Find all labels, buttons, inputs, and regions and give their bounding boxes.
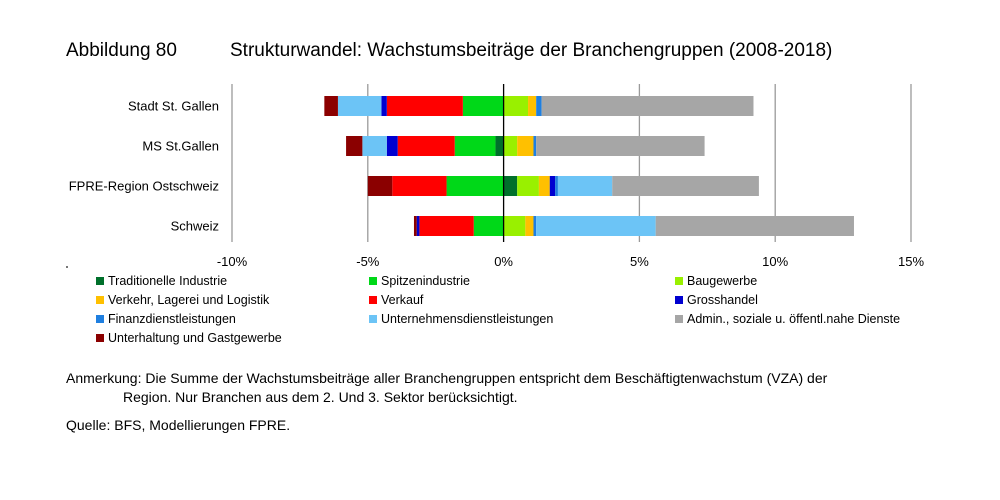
stacked-bar-chart: Stadt St. Gallen MS St.Gallen FPRE-Region … [69, 84, 924, 269]
x-tick-label-4: 10% [762, 254, 788, 269]
legend-label-2: Baugewerbe [687, 274, 758, 288]
legend-label-5: Grosshandel [687, 293, 758, 307]
bar-segment-3-8 [655, 216, 854, 236]
legend-swatch-4 [369, 296, 377, 304]
bar-segment-3-9 [413, 216, 417, 236]
figure-heading: Abbildung 80 Strukturwandel: Wachstumsbe… [66, 40, 832, 62]
legend-item-5: Grosshandel [675, 293, 758, 307]
bar-segment-2-9 [367, 176, 393, 196]
bar-segment-1-3 [517, 136, 534, 156]
chart-legend: Traditionelle Industrie Spitzenindustrie B… [96, 274, 936, 354]
legend-item-2: Baugewerbe [675, 274, 757, 288]
bar-segment-1-9 [346, 136, 363, 156]
bar-segment-2-3 [538, 176, 550, 196]
bar-segment-2-5 [549, 176, 556, 196]
legend-item-8: Admin., soziale u. öffentl.nahe Dienste [675, 312, 900, 326]
note-line-1: Anmerkung: Die Summe der Wachstumsbeiträ… [66, 370, 828, 386]
bar-segment-0-1 [462, 96, 504, 116]
legend-item-9: Unterhaltung und Gastgewerbe [96, 331, 282, 345]
bar-segment-3-7 [536, 216, 656, 236]
legend-label-1: Spitzenindustrie [381, 274, 470, 288]
bar-segment-0-4 [386, 96, 463, 116]
bar-segment-2-1 [446, 176, 504, 196]
x-tick-label-5: 15% [898, 254, 924, 269]
legend-swatch-3 [96, 296, 104, 304]
bar-segment-1-0 [495, 136, 504, 156]
bar-segment-0-7 [337, 96, 382, 116]
legend-swatch-8 [675, 315, 683, 323]
legend-label-4: Verkauf [381, 293, 424, 307]
x-tick-label-0: -10% [217, 254, 248, 269]
bar-segment-1-7 [362, 136, 387, 156]
legend-item-0: Traditionelle Industrie [96, 274, 227, 288]
bar-segment-3-3 [525, 216, 534, 236]
bar-segment-0-8 [541, 96, 754, 116]
category-label-1: MS St.Gallen [142, 139, 219, 154]
chart-title: Strukturwandel: Wachstumsbeiträge der Br… [230, 40, 833, 61]
bar-segment-0-6 [536, 96, 542, 116]
bar-segment-3-1 [473, 216, 504, 236]
legend-label-8: Admin., soziale u. öffentl.nahe Dienste [687, 312, 901, 326]
bar-segment-2-4 [392, 176, 447, 196]
stray-dot [66, 266, 68, 268]
bar-segment-3-6 [533, 216, 537, 236]
legend-item-7: Unternehmensdienstleistungen [369, 312, 553, 326]
legend-label-6: Finanzdienstleistungen [108, 312, 236, 326]
bar-segment-0-5 [381, 96, 387, 116]
bar-segment-0-2 [503, 96, 529, 116]
legend-item-6: Finanzdienstleistungen [96, 312, 236, 326]
legend-swatch-0 [96, 277, 104, 285]
bar-segment-3-5 [416, 216, 420, 236]
bar-segment-1-2 [503, 136, 518, 156]
legend-label-0: Traditionelle Industrie [108, 274, 228, 288]
legend-label-7: Unternehmensdienstleistungen [381, 312, 554, 326]
note-line-2: Region. Nur Branchen aus dem 2. Und 3. S… [123, 389, 518, 405]
bar-segment-1-1 [454, 136, 496, 156]
legend-item-4: Verkauf [369, 293, 423, 307]
bar-segment-1-4 [397, 136, 455, 156]
bar-segment-2-6 [555, 176, 558, 196]
legend-item-3: Verkehr, Lagerei und Logistik [96, 293, 269, 307]
x-tick-label-3: 5% [630, 254, 649, 269]
legend-swatch-6 [96, 315, 104, 323]
category-label-3: Schweiz [171, 219, 219, 234]
bar-segment-1-5 [386, 136, 398, 156]
bar-segment-3-2 [503, 216, 526, 236]
legend-swatch-5 [675, 296, 683, 304]
category-label-2: FPRE-Region Ostschweiz [69, 179, 219, 194]
legend-label-9: Unterhaltung und Gastgewerbe [108, 331, 282, 345]
legend-item-1: Spitzenindustrie [369, 274, 470, 288]
figure-number: Abbildung 80 [66, 40, 177, 61]
legend-swatch-9 [96, 334, 104, 342]
bar-segment-2-8 [612, 176, 759, 196]
bar-segment-1-8 [536, 136, 705, 156]
bar-segment-2-7 [557, 176, 613, 196]
legend-swatch-1 [369, 277, 377, 285]
source-text: Quelle: BFS, Modellierungen FPRE. [66, 417, 291, 433]
category-label-0: Stadt St. Gallen [128, 99, 219, 114]
x-tick-label-1: -5% [356, 254, 380, 269]
bar-segment-2-0 [503, 176, 518, 196]
x-tick-label-2: 0% [494, 254, 513, 269]
bar-segment-0-3 [528, 96, 537, 116]
legend-label-3: Verkehr, Lagerei und Logistik [108, 293, 270, 307]
legend-swatch-7 [369, 315, 377, 323]
note: Anmerkung: Die Summe der Wachstumsbeiträ… [66, 369, 946, 407]
bar-segment-2-2 [517, 176, 539, 196]
legend-swatch-2 [675, 277, 683, 285]
bar-segment-1-6 [533, 136, 537, 156]
bar-segment-3-4 [419, 216, 474, 236]
bar-segment-0-9 [324, 96, 338, 116]
